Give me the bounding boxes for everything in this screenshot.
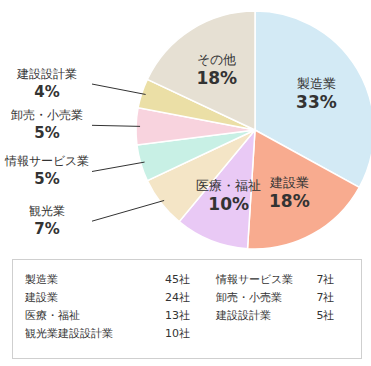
- svg-text:4%: 4%: [34, 83, 59, 101]
- html-text:45社: 45社: [165, 272, 190, 286]
- svg-text:医療・福祉: 医療・福祉: [196, 178, 261, 193]
- svg-text:7%: 7%: [34, 220, 59, 238]
- html-text:10社: 10社: [165, 326, 190, 340]
- svg-text:18%: 18%: [196, 68, 237, 88]
- html-text:13社: 13社: [165, 308, 190, 322]
- svg-text:5%: 5%: [34, 170, 59, 188]
- svg-text:建設業: 建設業: [269, 175, 309, 190]
- html-text:5社: 5社: [316, 308, 335, 322]
- svg-text:卸売・小売業: 卸売・小売業: [11, 108, 83, 122]
- html-text:卸売・小売業: 卸売・小売業: [216, 290, 283, 304]
- svg-text:その他: その他: [197, 52, 236, 67]
- html-text:建設設計業: 建設設計業: [216, 308, 272, 322]
- svg-text:製造業: 製造業: [297, 76, 336, 91]
- html-text:7社: 7社: [316, 272, 335, 286]
- html-text:医療・福祉: 医療・福祉: [25, 308, 80, 322]
- svg-text:観光業: 観光業: [29, 204, 65, 218]
- html-text:製造業: 製造業: [25, 272, 58, 286]
- html-text:情報サービス業: 情報サービス業: [216, 272, 294, 286]
- html-text:観光業建設設計業: 観光業建設設計業: [25, 326, 113, 340]
- html-text:24社: 24社: [165, 290, 190, 304]
- svg-text:33%: 33%: [296, 92, 337, 112]
- svg-text:5%: 5%: [34, 124, 59, 142]
- svg-text:建設設計業: 建設設計業: [16, 67, 77, 81]
- html-text:建設業: 建設業: [25, 290, 58, 304]
- svg-text:10%: 10%: [208, 194, 249, 214]
- svg-text:情報サービス業: 情報サービス業: [8, 154, 89, 168]
- html-text:7社: 7社: [316, 290, 335, 304]
- svg-text:18%: 18%: [269, 191, 310, 211]
